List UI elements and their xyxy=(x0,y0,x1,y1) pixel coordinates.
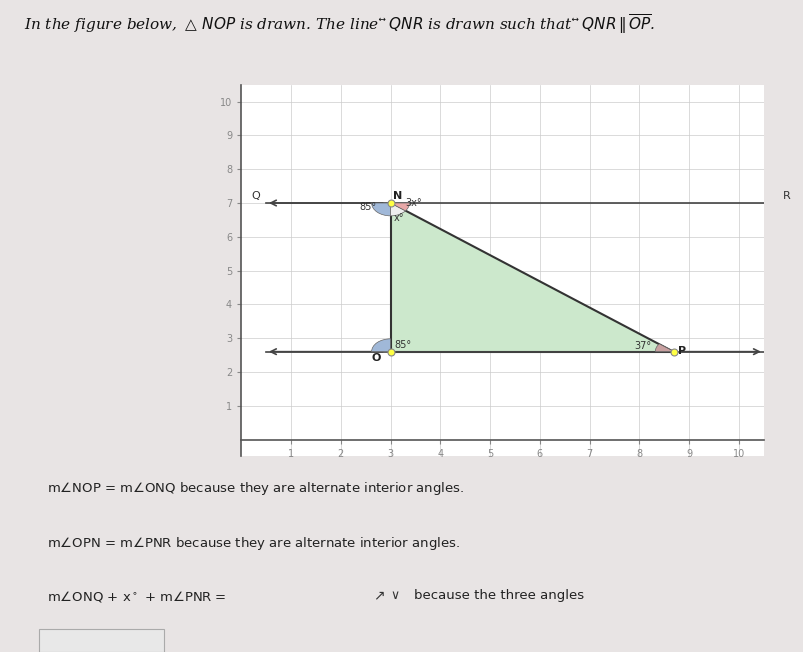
Text: Q: Q xyxy=(251,191,260,201)
Text: N: N xyxy=(393,191,402,201)
Text: m$\angle$OPN = m$\angle$PNR because they are alternate interior angles.: m$\angle$OPN = m$\angle$PNR because they… xyxy=(47,535,459,552)
Text: In the figure below, $\triangle\,NOP$ is drawn. The line $\overleftrightarrow{QN: In the figure below, $\triangle\,NOP$ is… xyxy=(24,12,654,35)
Text: because the three angles: because the three angles xyxy=(414,589,583,602)
Text: x°: x° xyxy=(393,213,403,222)
Text: 85°: 85° xyxy=(394,340,411,350)
Wedge shape xyxy=(390,203,409,211)
Text: 85°: 85° xyxy=(359,202,377,213)
FancyBboxPatch shape xyxy=(39,629,164,652)
Text: m$\angle$ONQ + x$^\circ$ + m$\angle$PNR =: m$\angle$ONQ + x$^\circ$ + m$\angle$PNR … xyxy=(47,589,226,604)
Text: 3x°: 3x° xyxy=(405,198,422,208)
Wedge shape xyxy=(371,339,390,351)
Text: $\vee$: $\vee$ xyxy=(390,589,399,602)
Text: O: O xyxy=(371,353,381,363)
Text: m$\angle$NOP = m$\angle$ONQ because they are alternate interior angles.: m$\angle$NOP = m$\angle$ONQ because they… xyxy=(47,480,464,497)
Text: v: v xyxy=(98,632,105,645)
Wedge shape xyxy=(654,344,674,351)
Wedge shape xyxy=(371,203,390,216)
Text: $\nearrow$: $\nearrow$ xyxy=(370,589,385,603)
Text: R: R xyxy=(782,191,789,201)
Text: P: P xyxy=(678,346,686,357)
Wedge shape xyxy=(390,203,405,216)
Text: 37°: 37° xyxy=(634,341,650,351)
Polygon shape xyxy=(390,203,674,351)
